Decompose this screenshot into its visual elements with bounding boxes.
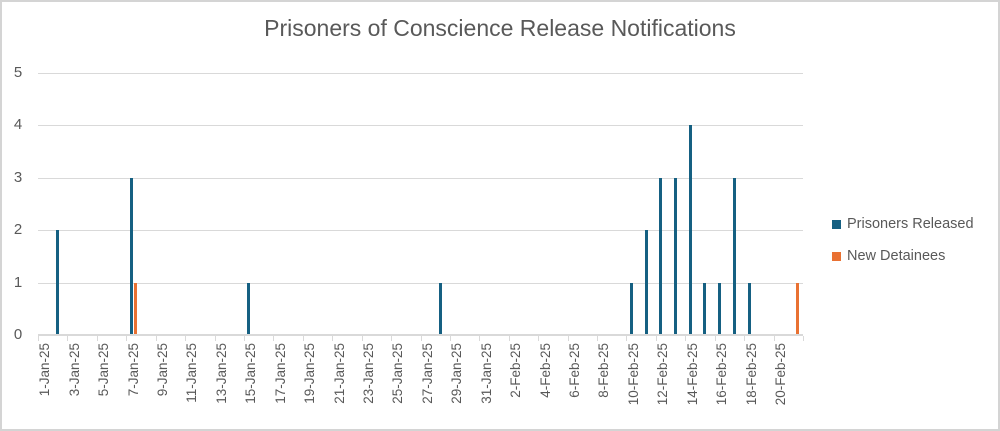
legend-swatch-new-detainees (832, 251, 841, 261)
x-tick-label: 17-Jan-25 (272, 343, 288, 404)
x-tick-label: 3-Jan-25 (66, 343, 82, 397)
x-tick-mark (538, 336, 540, 341)
x-tick-label: 16-Feb-25 (714, 343, 730, 406)
x-tick-mark (685, 336, 687, 341)
y-tick-label: 2 (13, 221, 23, 239)
x-tick-mark (420, 336, 422, 341)
x-tick-label: 12-Feb-25 (655, 343, 671, 406)
x-tick-label: 5-Jan-25 (96, 343, 112, 397)
bar-prisoners-released[interactable] (129, 177, 133, 335)
x-tick-mark (273, 336, 275, 341)
x-tick-label: 19-Jan-25 (302, 343, 318, 404)
legend-label: New Detainees (847, 248, 946, 264)
gridline (38, 230, 803, 232)
x-tick-mark (67, 336, 69, 341)
x-tick-label: 8-Feb-25 (596, 343, 612, 398)
x-tick-mark (302, 336, 304, 341)
x-tick-label: 14-Feb-25 (684, 343, 700, 406)
legend-label: Prisoners Released (847, 216, 974, 232)
plot-area (38, 73, 803, 335)
x-tick-mark (361, 336, 363, 341)
x-tick-label: 23-Jan-25 (361, 343, 376, 404)
x-tick-label: 25-Jan-25 (390, 343, 406, 404)
x-tick-mark (126, 336, 128, 341)
x-tick-label: 1-Jan-25 (37, 343, 53, 397)
bar-prisoners-released[interactable] (659, 177, 663, 335)
x-tick-label: 10-Feb-25 (625, 343, 641, 406)
y-tick-label: 1 (13, 273, 23, 291)
bar-new-detainees[interactable] (134, 282, 138, 335)
bar-prisoners-released[interactable] (718, 282, 722, 335)
y-tick-label: 5 (13, 64, 23, 81)
x-tick-label: 18-Feb-25 (743, 343, 759, 406)
bar-prisoners-released[interactable] (688, 125, 692, 335)
x-tick-mark (332, 336, 334, 341)
x-tick-mark (714, 336, 716, 341)
x-tick-mark (655, 336, 657, 341)
bar-prisoners-released[interactable] (56, 230, 60, 335)
x-tick-label: 29-Jan-25 (449, 343, 465, 404)
x-tick-label: 9-Jan-25 (155, 343, 171, 397)
gridline (38, 177, 803, 179)
x-tick-mark (567, 336, 569, 341)
x-tick-label: 20-Feb-25 (772, 343, 788, 406)
legend: Prisoners Released New Detainees (832, 214, 974, 278)
x-tick-label: 31-Jan-25 (478, 343, 494, 404)
x-tick-label: 27-Jan-25 (419, 343, 435, 404)
x-axis-line (38, 334, 803, 336)
bar-prisoners-released[interactable] (644, 230, 648, 335)
bar-prisoners-released[interactable] (673, 177, 677, 335)
x-tick-mark (744, 336, 746, 341)
x-tick-mark (449, 336, 451, 341)
x-tick-mark (214, 336, 216, 341)
bar-prisoners-released[interactable] (703, 282, 707, 335)
x-tick-mark (803, 336, 804, 341)
chart-title: Prisoners of Conscience Release Notifica… (264, 15, 736, 41)
x-tick-mark (597, 336, 599, 341)
legend-item-new-detainees[interactable]: New Detainees (832, 246, 974, 266)
x-tick-mark (479, 336, 481, 341)
x-tick-mark (773, 336, 775, 341)
x-tick-mark (243, 336, 245, 341)
x-tick-mark (185, 336, 187, 341)
gridline (38, 73, 803, 74)
x-tick-label: 6-Feb-25 (566, 343, 582, 398)
bar-prisoners-released[interactable] (438, 282, 442, 335)
x-tick-label: 21-Jan-25 (331, 343, 347, 404)
x-tick-mark (626, 336, 628, 341)
gridline (38, 282, 803, 284)
bar-prisoners-released[interactable] (629, 282, 633, 335)
x-tick-label: 7-Jan-25 (125, 343, 141, 397)
x-tick-mark (155, 336, 157, 341)
bar-prisoners-released[interactable] (247, 282, 251, 335)
bar-prisoners-released[interactable] (732, 177, 736, 335)
y-tick-label: 4 (13, 116, 23, 134)
legend-swatch-prisoners-released (832, 219, 841, 229)
bar-new-detainees[interactable] (796, 282, 800, 335)
bar-prisoners-released[interactable] (747, 282, 751, 335)
x-tick-label: 13-Jan-25 (213, 343, 229, 404)
gridline (38, 125, 803, 127)
x-tick-mark (508, 336, 510, 341)
y-tick-label: 0 (13, 326, 23, 343)
x-tick-mark (38, 336, 39, 341)
x-tick-label: 11-Jan-25 (184, 343, 200, 403)
x-tick-label: 4-Feb-25 (537, 343, 553, 398)
x-tick-mark (96, 336, 98, 341)
x-tick-label: 15-Jan-25 (243, 343, 259, 404)
legend-item-prisoners-released[interactable]: Prisoners Released (832, 214, 974, 234)
x-tick-label: 2-Feb-25 (508, 343, 524, 398)
x-tick-mark (391, 336, 393, 341)
y-tick-label: 3 (13, 168, 23, 186)
